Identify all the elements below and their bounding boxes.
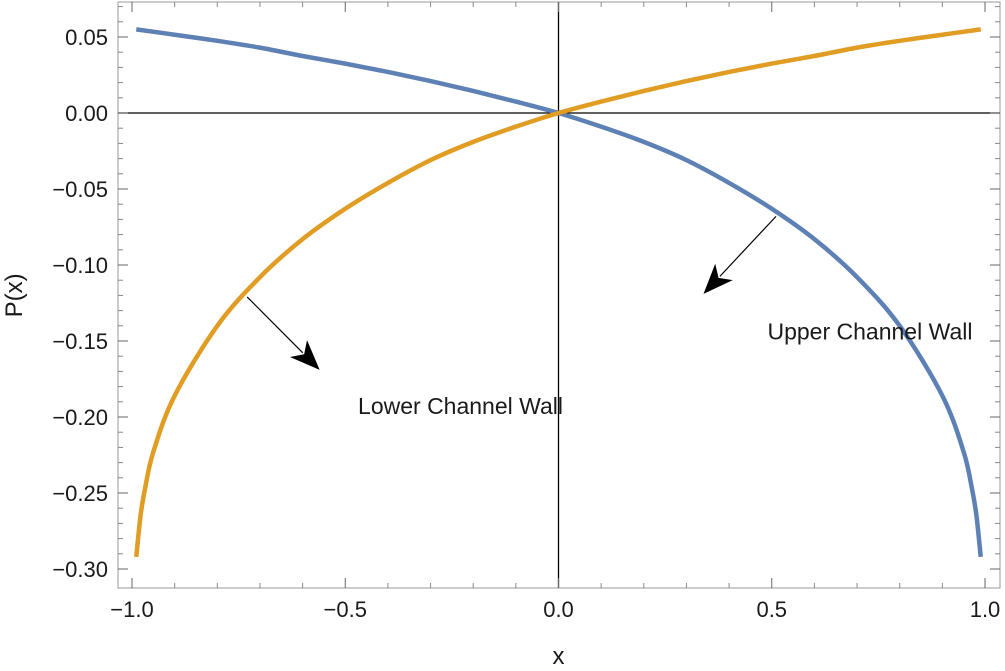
y-axis-label: P(x) <box>1 273 28 317</box>
tick-marks: −1.0 −0.5 0.0 0.5 1.0 0.05 0.00 −0.05 −0.10 −0.15… <box>52 2 1000 622</box>
y-tick-label: −0.25 <box>52 481 108 506</box>
annotation-arrow-upper <box>719 215 777 277</box>
x-tick-label: 1.0 <box>970 597 1001 622</box>
annotations: Upper Channel Wall Lower Channel Wall <box>246 215 972 419</box>
x-tick-label: 0.0 <box>543 597 574 622</box>
series-line-upper <box>135 27 983 558</box>
annotation-arrowhead-upper <box>703 263 733 294</box>
y-tick-label: −0.20 <box>52 405 108 430</box>
zero-axes <box>118 2 1000 588</box>
y-tick-label: −0.05 <box>52 177 108 202</box>
annotation-arrowhead-lower <box>290 340 320 370</box>
y-tick-label: −0.30 <box>52 557 108 582</box>
x-axis-label: x <box>553 643 565 670</box>
x-tick-label: −1.0 <box>110 597 153 622</box>
x-tick-label: −0.5 <box>324 597 367 622</box>
series-line-lower <box>134 27 982 558</box>
y-tick-label: 0.00 <box>65 101 108 126</box>
y-tick-label: −0.10 <box>52 253 108 278</box>
annotation-label-lower: Lower Channel Wall <box>358 393 563 419</box>
annotation-arrow-lower <box>246 296 304 354</box>
annotation-label-upper: Upper Channel Wall <box>767 318 972 344</box>
series-lines <box>134 27 983 558</box>
y-tick-label: −0.15 <box>52 329 108 354</box>
y-tick-label: 0.05 <box>65 25 108 50</box>
x-tick-label: 0.5 <box>756 597 787 622</box>
